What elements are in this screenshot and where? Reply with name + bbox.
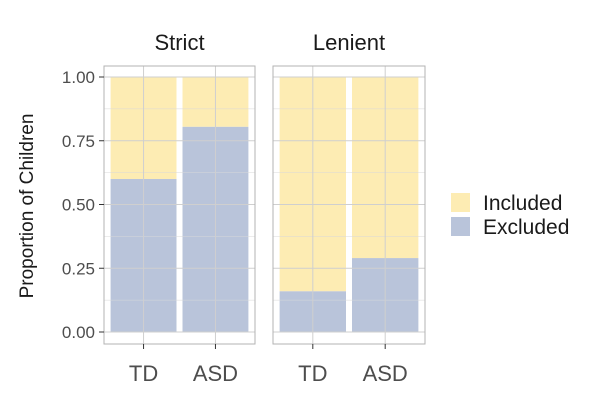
- x-tick-label: TD: [129, 361, 158, 386]
- legend-key-excluded: [451, 217, 470, 236]
- x-tick-label: ASD: [193, 361, 238, 386]
- facet-panels: Strict TD ASD Lenient TD ASD: [103, 30, 426, 386]
- y-tick-label: 0.50: [62, 196, 95, 215]
- facet-panel-lenient: Lenient TD ASD: [272, 30, 426, 386]
- facet-title: Lenient: [313, 30, 385, 55]
- y-tick-label: 0.25: [62, 259, 95, 278]
- x-tick-label: ASD: [363, 361, 408, 386]
- legend-key-included: [451, 193, 470, 212]
- facet-title: Strict: [154, 30, 204, 55]
- y-axis: 0.00 0.25 0.50 0.75 1.00: [62, 68, 104, 342]
- legend-label-excluded: Excluded: [483, 216, 569, 239]
- y-tick-label: 0.75: [62, 132, 95, 151]
- x-tick-label: TD: [298, 361, 327, 386]
- y-axis-label: Proportion of Children: [17, 114, 38, 299]
- panel-frame: [272, 65, 426, 345]
- y-tick-label: 1.00: [62, 68, 95, 87]
- legend-label-included: Included: [483, 192, 562, 215]
- facet-panel-strict: Strict TD ASD: [103, 30, 256, 386]
- y-tick-label: 0.00: [62, 323, 95, 342]
